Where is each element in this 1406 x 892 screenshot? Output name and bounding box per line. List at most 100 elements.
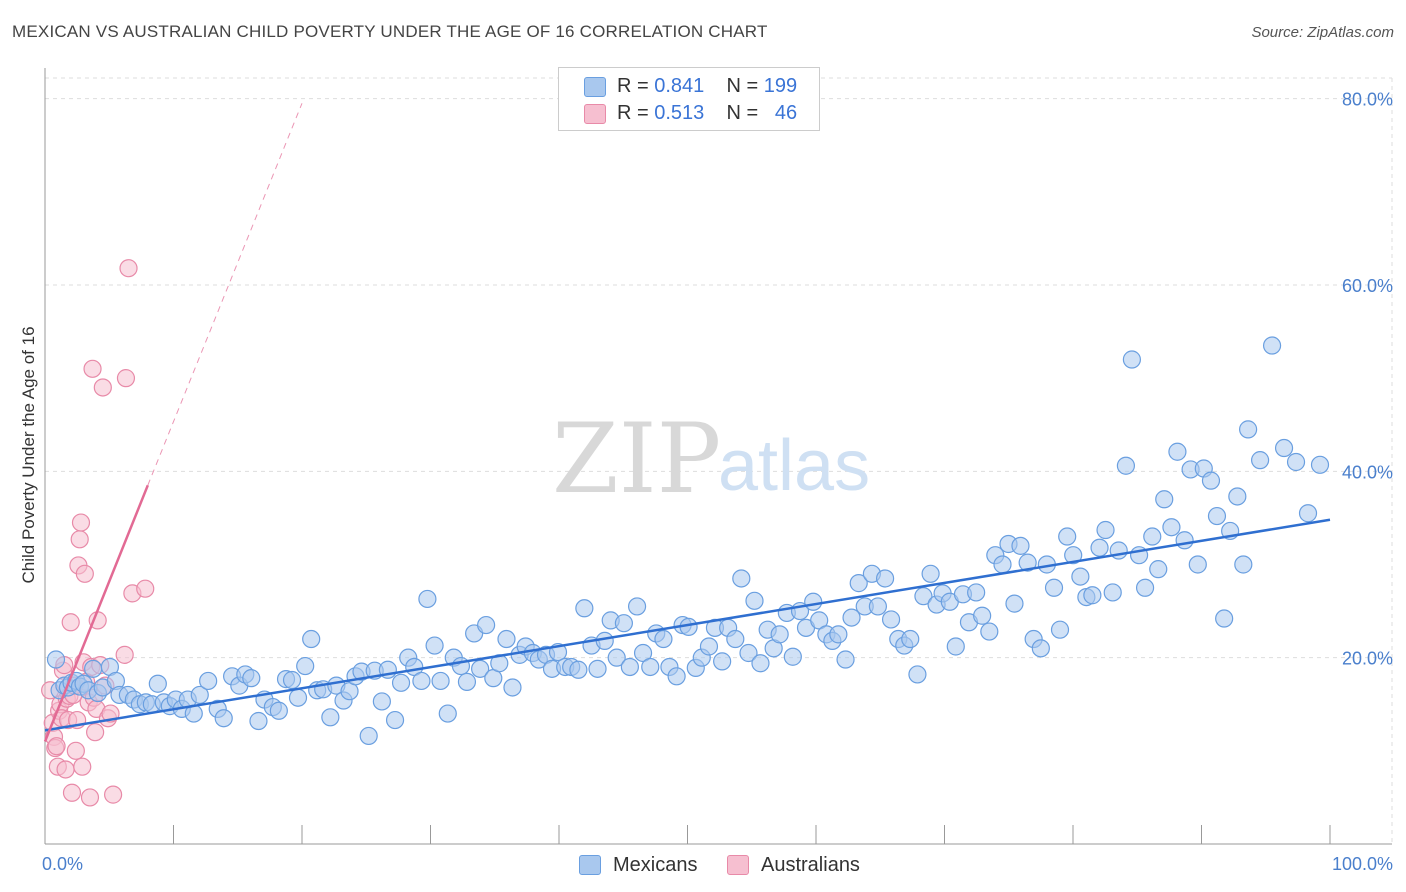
legend-swatch-australians [727,855,749,875]
mexicans-point [770,625,789,644]
legend-label-mexicans: Mexicans [613,853,698,876]
watermark-zip: ZIP [552,403,721,515]
mexicans-point [1122,350,1141,369]
australians-trend-line [43,484,149,742]
mexicans-points [46,336,1330,746]
legend-item-australians[interactable]: Australians [727,852,860,878]
mexicans-point [391,673,411,692]
mexicans-point [1234,555,1253,574]
mexicans-point [471,659,490,678]
mexicans-point [288,688,308,707]
australians-point [56,760,75,779]
mexicans-point [503,678,522,697]
mexicans-point [575,599,594,618]
australians-point [47,737,66,756]
mexicans-point [1135,578,1155,597]
australians-point [66,741,85,760]
mexicans-point [385,710,405,730]
x-tick-label: 100.0% [1332,854,1393,874]
mexicans-point [199,671,218,691]
mexicans-point [739,643,758,663]
legend-label-australians: Australians [761,853,860,876]
mexicans-point [607,648,626,667]
legend-swatch-mexicans [584,77,606,97]
mexicans-point [1064,546,1083,565]
mexicans-point [214,709,233,728]
mexicans-point [1215,609,1234,628]
mexicans-point [595,631,614,650]
mexicans-point [1031,639,1050,658]
mexicans-point [569,660,588,679]
mexicans-point [282,670,302,690]
mexicans-point [1143,527,1162,546]
legend-r-value: 0.841 [654,75,705,97]
mexicans-point [190,685,209,705]
australians-point [119,259,138,278]
mexicans-point [1149,560,1168,579]
legend-r-label: R = [617,102,649,124]
mexicans-point [1228,487,1247,506]
series-legend: Mexicans Australians [0,852,1406,878]
mexicans-point [804,592,823,611]
mexicans-point [967,583,986,602]
mexicans-point [1207,506,1227,526]
mexicans-point [412,671,431,691]
mexicans-point [993,555,1012,574]
australians-point [93,378,112,397]
y-tick-label: 20.0% [1342,649,1393,669]
mexicans-point [372,692,391,711]
chart-source: Source: ZipAtlas.com [1251,24,1394,41]
mexicans-point [699,637,719,656]
australians-point [83,359,102,378]
chart-title: MEXICAN VS AUSTRALIAN CHILD POVERTY UNDE… [12,22,768,41]
mexicans-point [269,701,288,720]
mexicans-point [654,629,673,649]
watermark: ZIP atlas [552,403,870,515]
australians-point [75,564,94,583]
mexicans-point [667,667,686,686]
mexicans-point [1168,442,1187,461]
mexicans-point [713,652,732,671]
y-tick-label: 80.0% [1342,90,1393,110]
mexicans-point [477,615,496,635]
mexicans-point [418,589,437,609]
mexicans-point [438,704,457,723]
legend-r-value: 0.513 [654,102,705,124]
axis-labels: 20.0% 40.0% 60.0% 80.0% 0.0% 100.0% [42,90,1393,874]
australians-point [73,757,92,776]
mexicans-point [1155,490,1174,509]
mexicans-point [242,669,261,688]
mexicans-point [1262,336,1282,355]
legend-swatch-australians [584,104,606,124]
mexicans-point [901,629,920,649]
mexicans-point [1005,594,1024,613]
mexicans-point [620,657,639,677]
mexicans-point [842,608,861,627]
mexicans-point [1090,538,1109,557]
mexicans-point [980,622,999,641]
mexicans-point [1250,451,1270,470]
mexicans-point [921,564,940,583]
mexicans-point [1083,586,1102,605]
australians-trend-extension [147,103,303,486]
mexicans-point [302,629,321,649]
mexicans-point [1162,518,1181,537]
mexicans-point [46,650,66,669]
australians-point [61,613,80,632]
mexicans-point [425,636,444,655]
mexicans-point [973,606,992,625]
legend-swatch-mexicans [579,855,601,875]
mexicans-point [1188,555,1207,574]
trend-lines [43,103,1331,742]
mexicans-point [497,629,516,649]
mexicans-point [1103,583,1122,602]
mexicans-point [881,610,901,629]
mexicans-point [1044,578,1064,597]
legend-item-mexicans[interactable]: Mexicans [579,852,697,878]
mexicans-point [836,650,855,669]
australians-point [86,723,105,742]
mexicans-point [849,574,868,593]
australians-point [116,369,136,388]
mexicans-point [431,671,450,691]
